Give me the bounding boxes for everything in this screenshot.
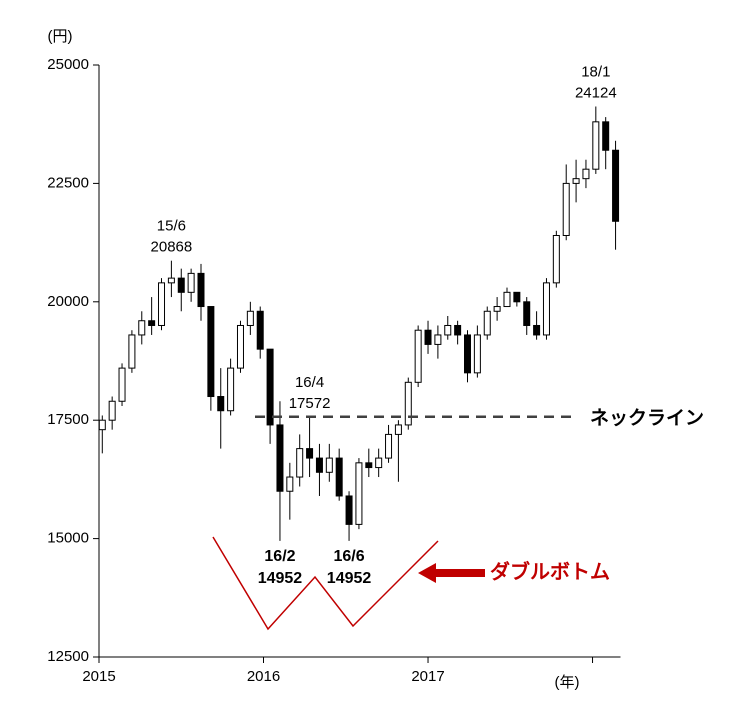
candle-body (167, 277, 175, 284)
candle-body (562, 182, 570, 236)
candle-body (315, 457, 323, 473)
candle-body (414, 329, 422, 383)
x-tick-label: 2015 (82, 668, 115, 685)
candle-body (158, 282, 166, 326)
double-bottom-shape (212, 536, 439, 631)
x-unit-label: (年) (555, 674, 580, 691)
x-tick-label: 2017 (411, 668, 444, 685)
candle-body (602, 121, 610, 151)
annotation-date: 18/1 (581, 63, 610, 80)
candle-body (177, 277, 185, 293)
candle-body (434, 334, 442, 345)
candle-body (444, 324, 452, 336)
annotation-date: 16/6 (333, 548, 364, 565)
candle-body (493, 306, 501, 312)
candle-body (306, 448, 314, 459)
candle-body (582, 168, 590, 180)
candle-body (464, 334, 472, 374)
y-tick-label: 17500 (47, 411, 89, 428)
candle-body (483, 310, 491, 336)
candle-body (365, 462, 373, 469)
candle-body (612, 149, 620, 222)
candle-body (128, 334, 136, 369)
annotation-value: 17572 (289, 395, 331, 412)
y-unit-label: (円) (48, 28, 73, 45)
y-tick-label: 12500 (47, 648, 89, 665)
candle-body (503, 291, 511, 308)
y-tick-label: 15000 (47, 530, 89, 547)
candle-body (187, 272, 195, 293)
candle-body (108, 400, 116, 421)
candle-body (266, 348, 274, 426)
candle-body (227, 367, 235, 412)
annotation-value: 20868 (151, 239, 193, 256)
candle-body (542, 282, 550, 336)
candle-body (404, 381, 412, 426)
candle-body (207, 306, 215, 398)
annotation-value: 24124 (575, 84, 617, 101)
candle-body (572, 178, 580, 184)
pattern-label: ダブルボトム (490, 559, 610, 583)
candle-body (533, 324, 541, 336)
candle-body (148, 320, 156, 326)
candle-body (217, 396, 225, 412)
candle-body (256, 310, 264, 350)
neckline-label: ネックライン (590, 407, 704, 429)
candle-body (592, 121, 600, 170)
candle-body (394, 424, 402, 435)
candle-body (385, 433, 393, 459)
y-tick-label: 20000 (47, 293, 89, 310)
candle-body (296, 448, 304, 478)
candle-body (325, 457, 333, 473)
candle-body (138, 320, 146, 336)
candle-body (552, 234, 560, 284)
y-tick-label: 25000 (47, 56, 89, 73)
candle-body (236, 324, 244, 369)
candle-body (473, 334, 481, 374)
annotation-value: 14952 (327, 570, 372, 587)
candle-body (98, 419, 106, 431)
annotation-date: 16/4 (295, 374, 324, 391)
candle-body (118, 367, 126, 402)
candle-body (345, 495, 353, 525)
candle-body (286, 476, 294, 492)
candle-body (197, 272, 205, 308)
candle-body (523, 301, 531, 326)
x-tick-label: 2016 (247, 668, 280, 685)
candle-body (276, 424, 284, 492)
candle-body (375, 457, 383, 469)
candle-body (513, 291, 521, 303)
y-tick-label: 22500 (47, 174, 89, 191)
candle-body (355, 462, 363, 525)
candle-body (335, 457, 343, 497)
candle-body (454, 324, 462, 336)
arrow (418, 563, 485, 583)
annotation-date: 16/2 (264, 548, 295, 565)
candle-body (424, 329, 432, 345)
annotation-date: 15/6 (157, 218, 186, 235)
annotation-value: 14952 (258, 570, 303, 587)
candle-body (246, 310, 254, 326)
